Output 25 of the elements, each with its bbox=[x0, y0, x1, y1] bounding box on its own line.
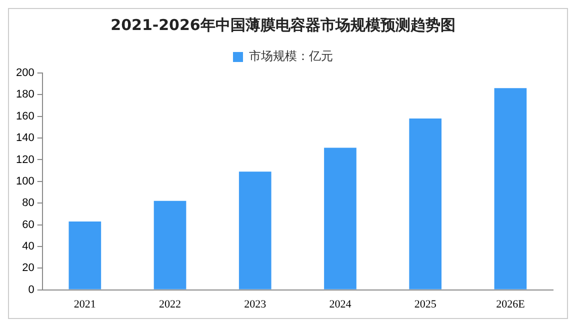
bar bbox=[68, 222, 102, 290]
y-tick-label: 200 bbox=[16, 67, 34, 80]
legend-label: 市场规模：亿元 bbox=[249, 49, 333, 64]
y-tick-label: 140 bbox=[16, 132, 34, 144]
y-tick-label: 120 bbox=[16, 154, 34, 166]
y-tick-label: 20 bbox=[22, 262, 34, 274]
x-tick-label: 2026E bbox=[496, 298, 526, 310]
bar bbox=[494, 88, 527, 290]
bar bbox=[324, 148, 356, 290]
bar bbox=[238, 172, 272, 290]
x-tick-label: 2025 bbox=[414, 298, 437, 310]
bar bbox=[154, 200, 186, 290]
y-tick-label: 180 bbox=[16, 88, 34, 101]
y-tick-label: 60 bbox=[22, 218, 34, 231]
chart-title: 2021-2026年中国薄膜电容器市场规模预测趋势图 bbox=[110, 16, 456, 34]
x-tick-label: 2021 bbox=[74, 298, 96, 310]
bar bbox=[409, 118, 442, 290]
y-tick-label: 80 bbox=[22, 197, 34, 210]
y-tick-label: 100 bbox=[16, 175, 34, 188]
y-tick-label: 40 bbox=[22, 240, 34, 252]
y-tick-label: 160 bbox=[16, 110, 34, 122]
y-tick-label: 0 bbox=[28, 284, 34, 296]
x-tick-label: 2023 bbox=[244, 298, 267, 310]
x-tick-label: 2022 bbox=[159, 298, 182, 310]
x-tick-label: 2024 bbox=[329, 298, 352, 310]
